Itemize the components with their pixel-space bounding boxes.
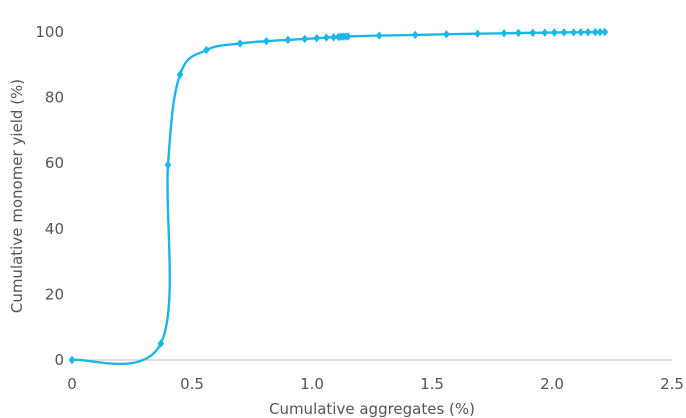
data-point-marker: [515, 28, 522, 38]
data-point-marker: [344, 32, 352, 41]
data-point-marker: [570, 28, 577, 37]
y-tick-label: 80: [45, 89, 64, 107]
data-point-marker: [551, 28, 558, 37]
x-tick-label: 0: [67, 375, 77, 393]
data-point-marker: [591, 27, 599, 37]
data-point-marker: [164, 160, 172, 170]
data-point-marker: [529, 28, 537, 38]
data-point-marker: [263, 36, 270, 46]
y-tick-label: 100: [35, 23, 64, 41]
y-ticks: 0 20 40 60 80 100: [35, 23, 64, 369]
data-point-marker: [157, 339, 165, 348]
data-point-marker: [176, 70, 184, 79]
data-point-marker: [236, 39, 244, 48]
data-point-marker: [577, 28, 585, 37]
data-point-marker: [411, 30, 419, 40]
series-line: [71, 30, 605, 366]
data-point-marker: [330, 33, 337, 42]
x-tick-label: 2.0: [540, 375, 564, 393]
y-axis-title: Cumulative monomer yield (%): [8, 79, 26, 313]
data-point-marker: [375, 31, 383, 40]
y-tick-label: 20: [45, 285, 64, 303]
x-tick-label: 0.5: [180, 375, 204, 393]
data-point-marker: [500, 29, 508, 38]
data-point-marker: [560, 28, 568, 37]
data-point-marker: [541, 28, 549, 37]
data-point-marker: [323, 33, 330, 42]
x-tick-label: 1.0: [300, 375, 324, 393]
x-ticks: 0 0.5 1.0 1.5 2.0 2.5: [67, 375, 684, 393]
data-point-marker: [68, 355, 76, 365]
data-point-marker: [584, 27, 592, 37]
x-axis-title: Cumulative aggregates (%): [269, 400, 475, 418]
x-tick-label: 2.5: [660, 375, 684, 393]
y-tick-label: 60: [45, 154, 64, 172]
data-point-marker: [284, 35, 292, 45]
data-point-marker: [301, 34, 309, 44]
y-tick-label: 0: [54, 351, 64, 369]
data-point-marker: [203, 45, 210, 55]
data-point-marker: [596, 27, 604, 37]
series-markers: [68, 27, 609, 365]
data-point-marker: [474, 29, 481, 38]
x-tick-label: 1.5: [420, 375, 444, 393]
y-tick-label: 40: [45, 220, 64, 238]
data-point-marker: [313, 34, 321, 43]
data-point-marker: [601, 27, 609, 37]
data-point-marker: [443, 30, 450, 39]
